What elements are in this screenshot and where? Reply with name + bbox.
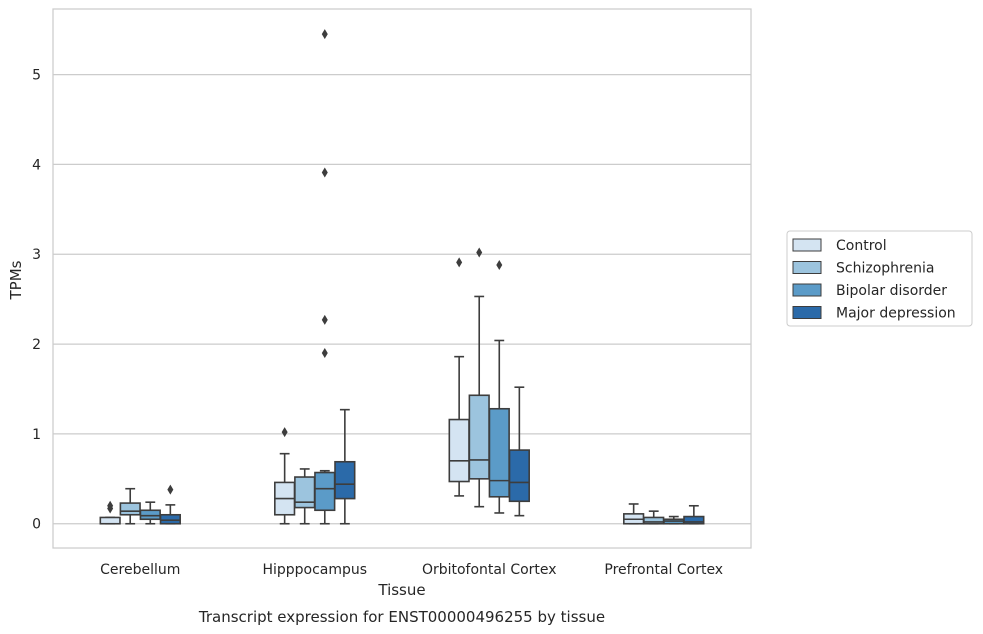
- box: [623, 503, 645, 525]
- box-body: [314, 471, 336, 512]
- outlier-point: [167, 484, 174, 495]
- y-tick-label: 1: [32, 427, 41, 443]
- legend-swatch: [792, 306, 822, 319]
- x-axis-label: Tissue: [377, 581, 425, 599]
- legend-swatch: [792, 283, 822, 297]
- box-body: [99, 516, 121, 525]
- y-tick-label: 2: [32, 337, 41, 353]
- box-body: [119, 502, 141, 516]
- plot-frame: [52, 8, 752, 549]
- outlier-point: [281, 427, 288, 438]
- box-body: [468, 394, 490, 480]
- box: [159, 484, 181, 525]
- box: [99, 500, 121, 525]
- legend-entry: Schizophrenia: [836, 261, 934, 277]
- box-body: [139, 509, 161, 521]
- box: [119, 487, 141, 525]
- x-tick-label: Hipppocampus: [262, 562, 367, 578]
- box-body: [334, 460, 356, 500]
- chart-caption: Transcript expression for ENST0000049625…: [198, 608, 605, 626]
- x-tick-label: Orbitofontal Cortex: [422, 562, 557, 578]
- box: [294, 468, 316, 525]
- x-tick-labels: Cerebellum Hipppocampus Orbitofontal Corte…: [100, 562, 723, 578]
- box: [139, 501, 161, 525]
- box-body: [508, 449, 530, 503]
- y-tick-label: 5: [32, 68, 41, 84]
- legend-entry: Control: [836, 238, 887, 254]
- outlier-point: [321, 314, 328, 325]
- y-tick-label: 4: [32, 157, 41, 173]
- legend-swatch: [792, 238, 822, 252]
- box: [334, 408, 356, 525]
- outlier-point: [321, 348, 328, 359]
- box: [663, 515, 685, 525]
- y-tick-label: 0: [32, 517, 41, 533]
- box: [314, 29, 336, 525]
- x-tick-label: Prefrontal Cortex: [604, 562, 723, 578]
- box-body: [159, 513, 181, 525]
- outlier-point: [107, 500, 114, 511]
- legend: Control Schizophrenia Bipolar disorder Majo…: [786, 230, 973, 327]
- box: [643, 510, 665, 525]
- y-tick-label: 3: [32, 247, 41, 263]
- y-axis-label: TPMs: [7, 260, 25, 300]
- outlier-point: [496, 260, 503, 271]
- box-body: [488, 407, 510, 498]
- y-tick-labels: 0 1 2 3 4 5: [32, 68, 41, 533]
- box-body: [643, 516, 665, 525]
- box: [448, 257, 470, 497]
- box: [468, 247, 490, 508]
- outlier-point: [456, 257, 463, 268]
- legend-entry: Major depression: [836, 306, 956, 322]
- box: [683, 504, 705, 525]
- outlier-point: [321, 167, 328, 178]
- box-plot-groups: [99, 29, 705, 525]
- box-body: [683, 515, 705, 525]
- legend-entry: Bipolar disorder: [836, 283, 947, 299]
- x-tick-label: Cerebellum: [100, 562, 180, 578]
- outlier-point: [321, 29, 328, 40]
- legend-frame: [786, 230, 973, 327]
- box: [508, 386, 530, 517]
- box: [488, 260, 510, 514]
- box-body: [294, 476, 316, 509]
- gridlines: [53, 73, 751, 525]
- outlier-point: [476, 247, 483, 258]
- box: [274, 427, 296, 525]
- box-body: [448, 418, 470, 483]
- legend-swatch: [792, 261, 822, 274]
